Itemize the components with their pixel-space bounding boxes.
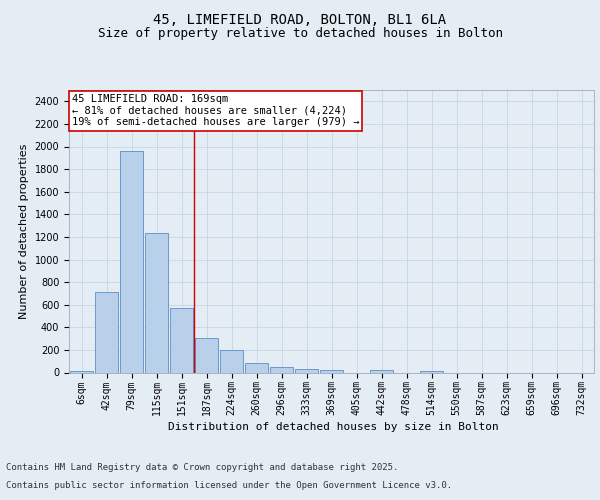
Bar — [145, 233, 169, 372]
Text: 45 LIMEFIELD ROAD: 169sqm
← 81% of detached houses are smaller (4,224)
19% of se: 45 LIMEFIELD ROAD: 169sqm ← 81% of detac… — [71, 94, 359, 128]
Y-axis label: Number of detached properties: Number of detached properties — [19, 144, 29, 319]
Text: Contains HM Land Registry data © Crown copyright and database right 2025.: Contains HM Land Registry data © Crown c… — [6, 464, 398, 472]
Text: 45, LIMEFIELD ROAD, BOLTON, BL1 6LA: 45, LIMEFIELD ROAD, BOLTON, BL1 6LA — [154, 12, 446, 26]
Bar — [370, 370, 394, 372]
Text: Contains public sector information licensed under the Open Government Licence v3: Contains public sector information licen… — [6, 481, 452, 490]
Bar — [70, 371, 94, 372]
Bar — [269, 367, 293, 372]
Bar — [320, 370, 343, 372]
Bar — [95, 292, 118, 372]
Text: Distribution of detached houses by size in Bolton: Distribution of detached houses by size … — [167, 422, 499, 432]
Bar — [419, 371, 443, 372]
Bar — [245, 363, 268, 372]
Bar — [170, 308, 193, 372]
Bar — [194, 338, 218, 372]
Bar — [119, 151, 143, 372]
Text: Size of property relative to detached houses in Bolton: Size of property relative to detached ho… — [97, 28, 503, 40]
Bar — [220, 350, 244, 372]
Bar — [295, 369, 319, 372]
